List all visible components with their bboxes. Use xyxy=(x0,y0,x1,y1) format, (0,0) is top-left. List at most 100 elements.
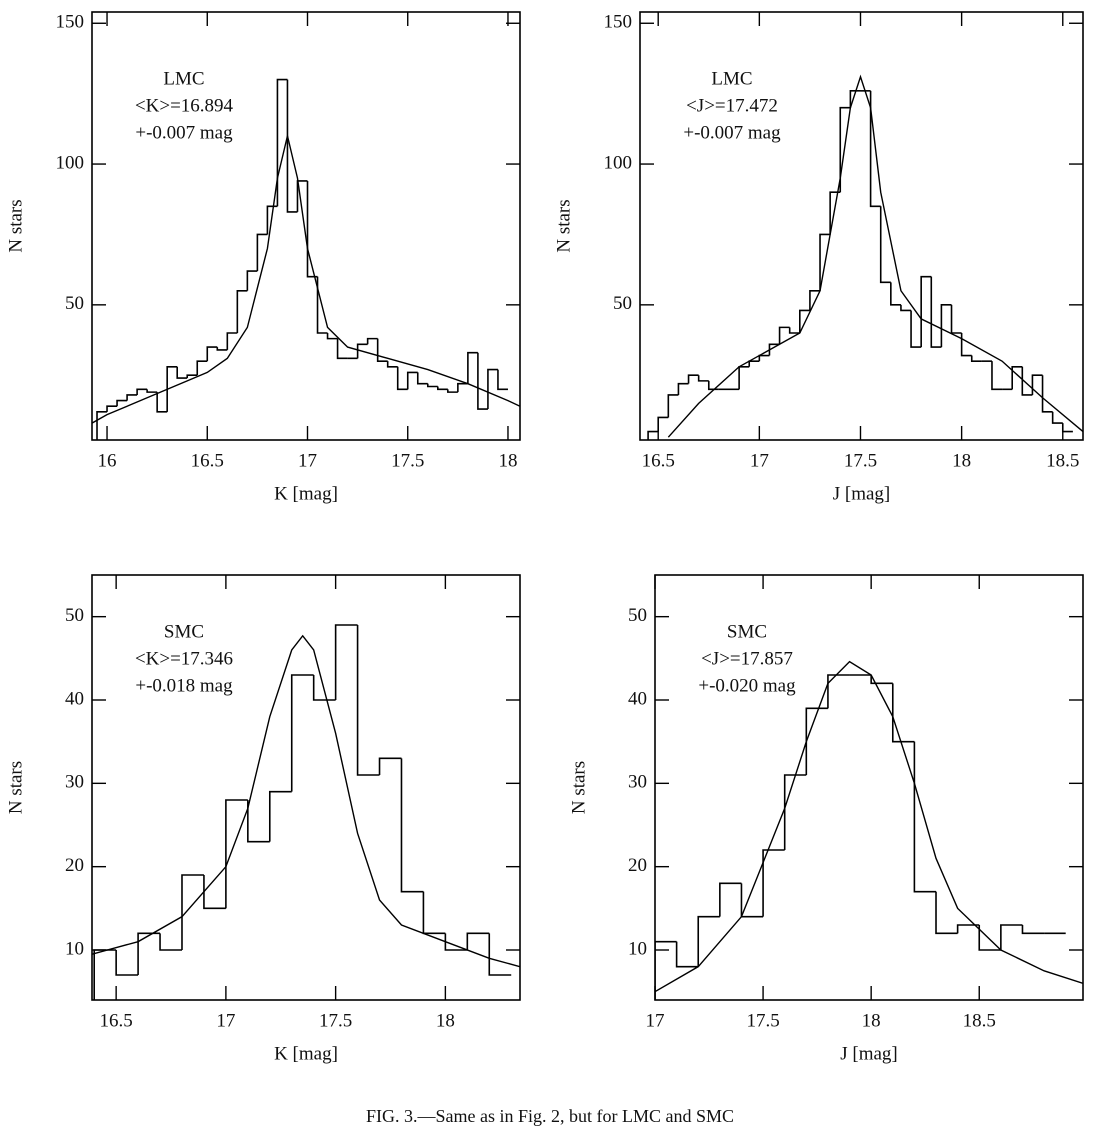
histogram-bin xyxy=(203,875,226,910)
histogram-bin xyxy=(457,382,468,393)
x-tick-label: 18.5 xyxy=(1046,450,1079,471)
histogram-bin xyxy=(970,355,982,362)
histogram-bin xyxy=(437,386,448,391)
histogram-bin xyxy=(326,333,338,340)
x-tick-label: 16 xyxy=(98,450,117,471)
x-tick-label: 18 xyxy=(436,1010,455,1031)
histogram-bin xyxy=(106,405,118,412)
histogram-bin xyxy=(176,366,188,379)
histogram-bin xyxy=(940,304,952,348)
plot-area xyxy=(655,660,1083,1000)
histogram-bin xyxy=(306,180,318,278)
fit-curve xyxy=(655,660,1083,993)
histogram-bin xyxy=(286,79,298,213)
histogram-bin xyxy=(477,352,488,410)
y-axis-label: N stars xyxy=(568,761,589,814)
histogram-bin xyxy=(216,347,228,351)
histogram-bin xyxy=(256,233,268,272)
axes-frame xyxy=(91,574,521,1001)
x-tick-label: 17.5 xyxy=(844,450,877,471)
histogram-bin xyxy=(819,233,831,291)
histogram-bin xyxy=(196,360,208,376)
histogram-bin xyxy=(839,106,851,193)
y-tick-label: 30 xyxy=(65,772,84,793)
y-tick-label: 50 xyxy=(613,293,632,314)
plot-area xyxy=(647,74,1083,440)
histogram-bin xyxy=(920,275,932,348)
axes-frame xyxy=(654,574,1084,1001)
histogram-bin xyxy=(497,369,508,391)
histogram-bin xyxy=(890,282,901,306)
histogram-bin xyxy=(707,380,719,391)
histogram-bin xyxy=(935,891,958,935)
histogram-bin xyxy=(312,675,336,701)
histogram-bin xyxy=(758,354,770,362)
histogram-bin xyxy=(748,360,760,367)
x-tick-label: 18 xyxy=(952,450,971,471)
x-tick-label: 16.5 xyxy=(191,450,224,471)
panel: 16 16.5 17 17.5 18 50 100 150 K [mag] N stars LMC <… xyxy=(5,11,521,504)
histogram-bin xyxy=(181,874,204,950)
histogram-bin xyxy=(783,774,807,850)
histogram-bin xyxy=(849,90,861,108)
histogram-bin xyxy=(136,388,148,395)
x-tick-label: 17.5 xyxy=(319,1010,352,1031)
histogram-bin xyxy=(738,365,750,390)
histogram-bin xyxy=(1061,423,1073,433)
histogram-bin xyxy=(697,375,709,382)
histogram-bin xyxy=(655,940,677,1000)
histogram-bin xyxy=(647,430,659,440)
annotation: +-0.007 mag xyxy=(683,122,781,143)
histogram-bin xyxy=(378,757,402,775)
histogram-bin xyxy=(225,799,248,909)
histogram-bin xyxy=(467,351,478,384)
annotation: <K>=16.894 xyxy=(135,95,234,116)
histogram-bin xyxy=(930,276,942,348)
histogram-bin xyxy=(488,933,512,976)
x-tick-label: 17 xyxy=(216,1010,235,1031)
histogram-bin xyxy=(376,338,388,362)
y-tick-label: 10 xyxy=(65,938,84,959)
histogram-bin xyxy=(159,933,182,951)
histogram-bin xyxy=(426,383,438,388)
axes-frame xyxy=(639,11,1084,441)
histogram-bin xyxy=(960,333,972,357)
annotation: +-0.020 mag xyxy=(698,675,796,696)
histogram-bin xyxy=(416,372,428,385)
histogram-bin xyxy=(1011,365,1023,390)
histogram-bin xyxy=(1021,366,1033,396)
panel: 17 17.5 18 18.5 10 20 30 40 50 J [mag] N stars SMC <… xyxy=(568,574,1084,1064)
histogram-bin xyxy=(1031,374,1043,395)
y-tick-label: 100 xyxy=(56,152,85,173)
histogram-bin xyxy=(778,326,790,345)
histogram-bin xyxy=(186,374,198,379)
histogram-bin xyxy=(829,191,841,235)
annotation: <J>=17.857 xyxy=(701,648,793,669)
x-tick-label: 17 xyxy=(750,450,769,471)
histogram-bin xyxy=(93,949,117,1000)
y-tick-label: 40 xyxy=(65,688,84,709)
histogram-bin xyxy=(126,394,138,401)
y-axis-label: N stars xyxy=(553,199,574,252)
x-axis-label: J [mag] xyxy=(840,1043,898,1064)
y-tick-label: 40 xyxy=(628,688,647,709)
histogram-bin xyxy=(1041,375,1053,413)
histogram-bin xyxy=(236,289,248,333)
histogram-bin xyxy=(226,332,238,350)
histogram-bin xyxy=(96,411,108,440)
histogram-bin xyxy=(406,371,418,390)
x-tick-label: 18 xyxy=(498,450,517,471)
annotation: +-0.018 mag xyxy=(135,675,233,696)
histogram-bin xyxy=(246,270,258,291)
plot-area xyxy=(92,78,520,440)
plot-area xyxy=(92,624,520,1000)
histogram-bin xyxy=(268,790,292,842)
caption: FIG. 3.—Same as in Fig. 2, but for LMC a… xyxy=(366,1106,734,1126)
annotation: +-0.007 mag xyxy=(135,122,233,143)
histogram-bin xyxy=(356,625,380,776)
histogram-bin xyxy=(156,392,168,413)
histogram-bin xyxy=(1021,925,1045,935)
x-axis-label: J [mag] xyxy=(833,483,891,504)
